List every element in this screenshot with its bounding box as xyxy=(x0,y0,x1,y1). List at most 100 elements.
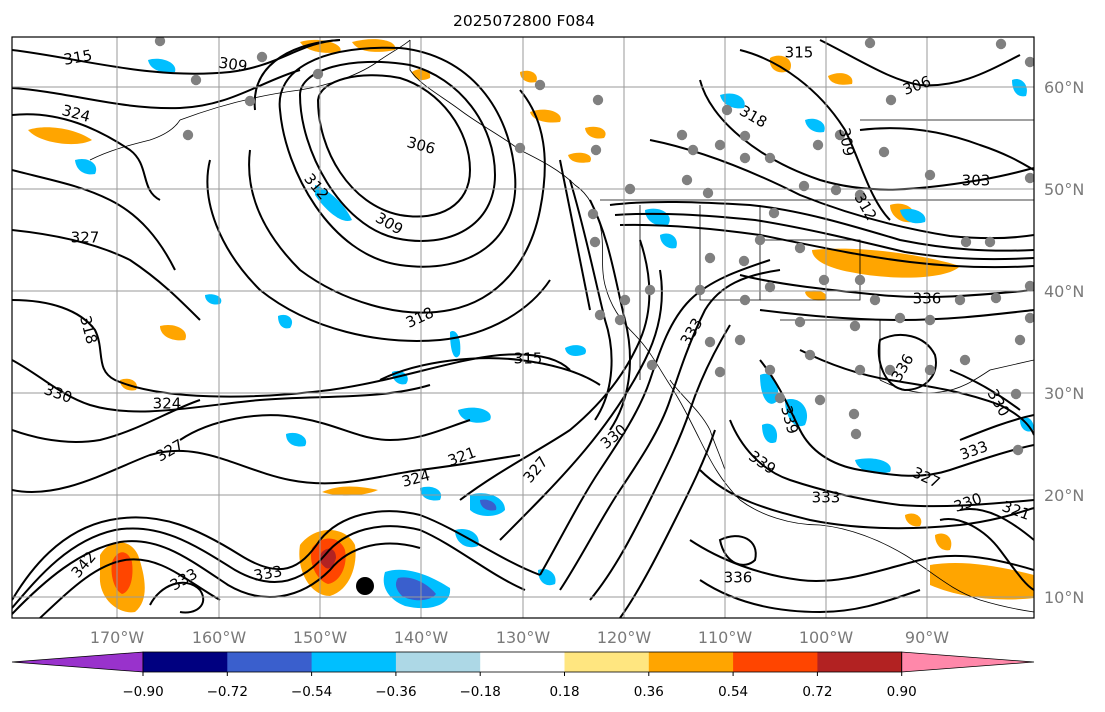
station-dot xyxy=(764,364,776,376)
station-dot xyxy=(812,139,824,151)
colorbar-tick-label: −0.72 xyxy=(207,684,248,700)
contour-line xyxy=(12,359,431,413)
contour-line xyxy=(859,127,1034,171)
station-dot xyxy=(995,38,1007,50)
colorbar-segment xyxy=(564,652,650,672)
contour-line xyxy=(316,74,472,218)
contour-line xyxy=(739,49,891,221)
colorbar-extend-left xyxy=(11,651,144,673)
station-dot xyxy=(739,130,751,142)
station-dot xyxy=(960,236,972,248)
station-dot xyxy=(764,152,776,164)
shade-blue xyxy=(148,58,176,73)
contour-label: 333 xyxy=(252,562,283,585)
shade-orange xyxy=(905,513,922,527)
station-dot xyxy=(738,255,750,267)
coastline xyxy=(179,39,411,121)
shade-blue xyxy=(315,185,352,221)
map-panel: 315 3093063153183063033093123243123093363… xyxy=(12,37,1034,618)
colorbar-tick-label: −0.54 xyxy=(291,684,332,700)
colorbar-segment xyxy=(817,652,903,672)
station-dot xyxy=(818,274,830,286)
station-dots xyxy=(154,37,1034,456)
contour-line xyxy=(12,229,201,321)
contour-line xyxy=(959,508,1034,541)
shade-orange xyxy=(828,73,853,85)
station-dot xyxy=(644,284,656,296)
contour-line xyxy=(619,223,1034,269)
shade-orange xyxy=(585,126,606,139)
station-dot xyxy=(714,139,726,151)
contour-line xyxy=(799,349,1034,436)
contour-line xyxy=(699,469,1034,530)
contour-line xyxy=(278,46,517,268)
contour-line xyxy=(179,414,471,442)
station-dot xyxy=(624,183,636,195)
contour-line xyxy=(959,414,1034,441)
colorbar-tick-label: −0.18 xyxy=(460,684,501,700)
shade-darkred xyxy=(319,548,336,569)
contour-line xyxy=(149,581,205,614)
contour-label: 327 xyxy=(71,229,100,247)
contour-line xyxy=(739,274,1034,299)
contour-line xyxy=(619,429,716,618)
figure-title: 2025072800 F084 xyxy=(453,12,595,30)
contour-line xyxy=(609,200,1034,252)
storm-center-marker xyxy=(356,577,374,595)
coastline xyxy=(89,119,181,161)
contour-label: 309 xyxy=(835,126,858,157)
contour-line xyxy=(729,419,1034,508)
contour-line xyxy=(699,579,921,614)
station-dot xyxy=(924,314,936,326)
station-dot xyxy=(704,252,716,264)
shade-blue xyxy=(458,407,491,423)
station-dot xyxy=(990,292,1002,304)
station-dot xyxy=(1014,334,1026,346)
contour-line xyxy=(759,359,1034,477)
station-dot xyxy=(894,312,906,324)
contour-line xyxy=(12,540,421,615)
station-dot xyxy=(687,144,699,156)
station-dot xyxy=(534,79,546,91)
contour-line xyxy=(12,450,521,493)
longitude-label: 160°W xyxy=(192,628,247,647)
shade-blue xyxy=(762,423,778,444)
contour-label: 309 xyxy=(218,54,249,76)
longitude-label: 140°W xyxy=(394,628,449,647)
latitude-label: 50°N xyxy=(1044,180,1084,199)
shade-orange xyxy=(160,324,186,341)
shade-navy xyxy=(395,577,436,601)
contour-line xyxy=(12,525,526,609)
colorbar-tick-label: 0.72 xyxy=(802,684,832,700)
contour-line xyxy=(206,159,551,342)
coastline xyxy=(780,319,881,380)
station-dot xyxy=(768,207,780,219)
coastline xyxy=(879,359,1034,394)
contour-line xyxy=(614,212,1034,261)
contour-line xyxy=(539,259,771,576)
contour-line xyxy=(877,334,937,392)
station-dot xyxy=(885,94,897,106)
contour-line xyxy=(939,518,1034,591)
station-dot xyxy=(1024,312,1034,324)
shade-blue xyxy=(900,208,926,224)
coastline xyxy=(760,239,861,301)
contour-line xyxy=(12,399,201,443)
contour-line xyxy=(379,357,601,386)
contour-line xyxy=(689,539,1034,582)
coastlines xyxy=(89,39,1034,613)
station-dot xyxy=(704,336,716,348)
map-frame xyxy=(11,36,1035,619)
contour-label: 336 xyxy=(724,569,753,587)
colorbar-segment xyxy=(227,652,313,672)
shade-blue xyxy=(720,93,745,109)
station-dot xyxy=(312,68,324,80)
shade-blue xyxy=(205,294,222,305)
longitude-label: 100°W xyxy=(799,628,854,647)
shade-navy xyxy=(480,499,497,511)
colorbar-extend-right xyxy=(901,651,1035,673)
station-dot xyxy=(878,146,890,158)
longitude-label: 110°W xyxy=(698,628,753,647)
station-dot xyxy=(190,74,202,86)
